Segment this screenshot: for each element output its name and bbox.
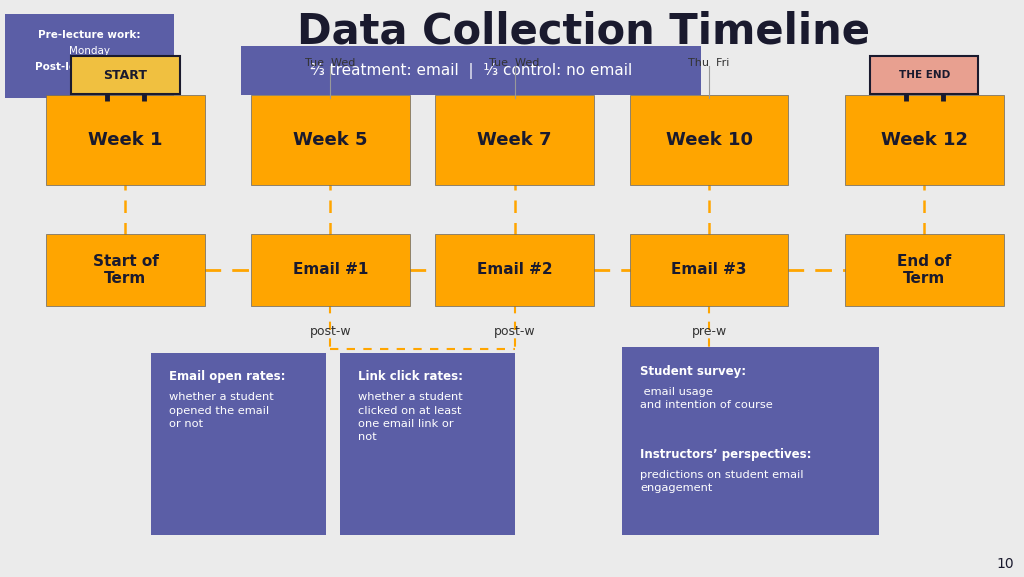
Text: whether a student
clicked on at least
one email link or
not: whether a student clicked on at least on… <box>358 392 463 442</box>
FancyBboxPatch shape <box>46 95 205 185</box>
Text: post-w: post-w <box>494 325 536 338</box>
Text: Student survey:: Student survey: <box>640 365 746 378</box>
FancyBboxPatch shape <box>845 234 1004 306</box>
Text: email usage
and intention of course: email usage and intention of course <box>640 387 773 410</box>
Text: Start of
Term: Start of Term <box>92 253 159 286</box>
FancyBboxPatch shape <box>630 95 788 185</box>
Text: Pre-lecture work:: Pre-lecture work: <box>38 30 141 40</box>
Text: Tue  Wed: Tue Wed <box>489 58 540 68</box>
Text: THE END: THE END <box>898 70 950 80</box>
Text: Week 7: Week 7 <box>477 131 552 149</box>
Text: Link click rates:: Link click rates: <box>358 370 464 384</box>
Text: Tue  Wed: Tue Wed <box>305 58 355 68</box>
FancyBboxPatch shape <box>71 56 180 94</box>
FancyBboxPatch shape <box>622 347 879 432</box>
Text: START: START <box>103 69 147 81</box>
Text: Thu  Fri: Thu Fri <box>688 58 730 68</box>
Text: Friday: Friday <box>74 78 105 88</box>
Text: whether a student
opened the email
or not: whether a student opened the email or no… <box>169 392 273 429</box>
FancyBboxPatch shape <box>622 431 879 535</box>
Text: Email open rates:: Email open rates: <box>169 370 286 384</box>
Text: ⅔ treatment: email  |  ⅓ control: no email: ⅔ treatment: email | ⅓ control: no email <box>310 63 632 78</box>
FancyBboxPatch shape <box>251 95 410 185</box>
Text: Monday: Monday <box>69 46 111 56</box>
Text: Instructors’ perspectives:: Instructors’ perspectives: <box>640 448 811 462</box>
Text: Week 5: Week 5 <box>293 131 368 149</box>
Text: Post-lecture work:: Post-lecture work: <box>35 62 144 72</box>
FancyBboxPatch shape <box>251 234 410 306</box>
Text: Data Collection Timeline: Data Collection Timeline <box>297 11 870 53</box>
Text: Week 10: Week 10 <box>666 131 753 149</box>
Text: End of
Term: End of Term <box>897 253 951 286</box>
Text: Email #1: Email #1 <box>293 263 368 277</box>
Text: Email #2: Email #2 <box>477 263 552 277</box>
Text: predictions on student email
engagement: predictions on student email engagement <box>640 470 804 493</box>
FancyBboxPatch shape <box>46 234 205 306</box>
Text: post-w: post-w <box>309 325 351 338</box>
Text: pre-w: pre-w <box>691 325 727 338</box>
FancyBboxPatch shape <box>435 234 594 306</box>
FancyBboxPatch shape <box>5 14 174 98</box>
FancyBboxPatch shape <box>241 46 701 95</box>
FancyBboxPatch shape <box>435 95 594 185</box>
FancyBboxPatch shape <box>340 353 515 535</box>
Text: Week 12: Week 12 <box>881 131 968 149</box>
Text: Week 1: Week 1 <box>88 131 163 149</box>
FancyBboxPatch shape <box>630 234 788 306</box>
Text: 10: 10 <box>996 557 1014 571</box>
FancyBboxPatch shape <box>151 353 326 535</box>
FancyBboxPatch shape <box>869 56 978 94</box>
FancyBboxPatch shape <box>845 95 1004 185</box>
Text: Email #3: Email #3 <box>672 263 746 277</box>
